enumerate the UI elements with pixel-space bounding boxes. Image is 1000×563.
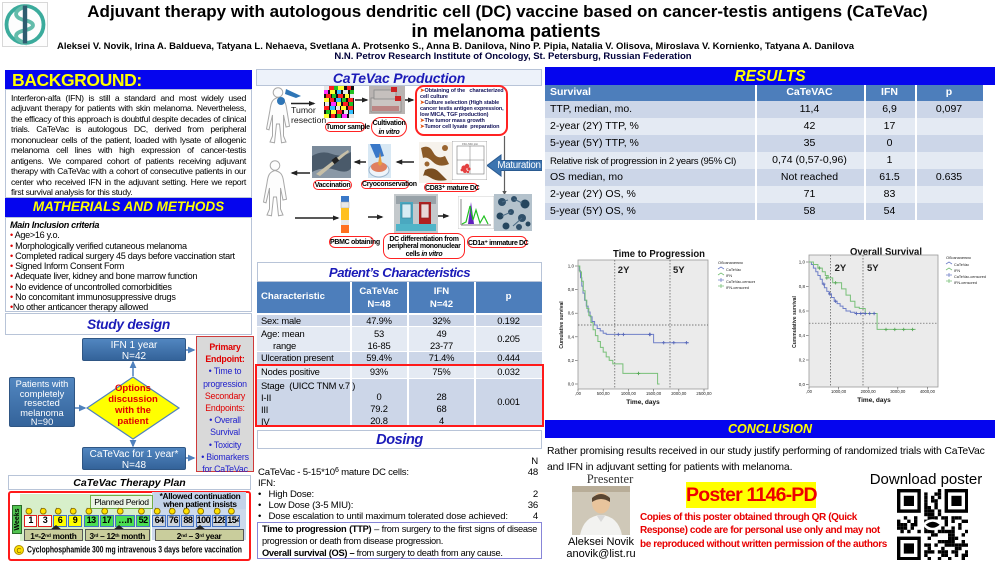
svg-text:0,8: 0,8 xyxy=(799,284,806,289)
svg-text:0,6: 0,6 xyxy=(799,309,806,314)
svg-text:0,0: 0,0 xyxy=(799,382,806,387)
svg-text:,00: ,00 xyxy=(575,391,581,396)
svg-text:500,00: 500,00 xyxy=(597,391,610,396)
svg-text:0,2: 0,2 xyxy=(568,358,575,363)
svg-text:CaTeVac-censored: CaTeVac-censored xyxy=(954,275,986,279)
svg-text:0,8: 0,8 xyxy=(568,287,575,292)
svg-text:1000,00: 1000,00 xyxy=(831,389,847,394)
svg-text:1,0: 1,0 xyxy=(568,264,575,269)
svg-text:CaTeVac-censored: CaTeVac-censored xyxy=(726,280,755,284)
svg-text:2000,00: 2000,00 xyxy=(671,391,687,396)
svg-text:IFN: IFN xyxy=(726,274,732,278)
svg-text:CaTeVac: CaTeVac xyxy=(954,263,969,267)
svg-text:5Y: 5Y xyxy=(867,263,879,274)
svg-text:,00: ,00 xyxy=(806,389,812,394)
svg-text:IFN: IFN xyxy=(954,269,960,273)
svg-text:1500,00: 1500,00 xyxy=(646,391,662,396)
svg-text:Time, days: Time, days xyxy=(626,399,660,406)
svg-text:Aleksei V. Novik, Irina A. Bal: Aleksei V. Novik, Irina A. Baldueva, Tat… xyxy=(57,41,855,51)
svg-text:IFN-censored: IFN-censored xyxy=(954,281,977,285)
svg-text:FSC-SSC plot: FSC-SSC plot xyxy=(462,143,478,146)
svg-text:Cumulative survival: Cumulative survival xyxy=(559,301,565,349)
svg-text:0,4: 0,4 xyxy=(799,333,806,338)
svg-text:0,0: 0,0 xyxy=(568,382,575,387)
svg-text:Обозначения: Обозначения xyxy=(718,260,743,265)
svg-text:0,4: 0,4 xyxy=(568,334,575,339)
svg-text:3000,00: 3000,00 xyxy=(890,389,906,394)
svg-text:Обозначения: Обозначения xyxy=(946,255,971,260)
svg-text:4000,00: 4000,00 xyxy=(920,389,936,394)
svg-text:CaTeVac: CaTeVac xyxy=(726,268,741,272)
svg-text:1,0: 1,0 xyxy=(799,260,806,265)
svg-text:2Y: 2Y xyxy=(618,265,630,276)
svg-text:2000,00: 2000,00 xyxy=(861,389,877,394)
svg-text:Cyclophosphamide 300 mg intrav: Cyclophosphamide 300 mg intravenous 3 da… xyxy=(27,545,242,555)
svg-text:0,6: 0,6 xyxy=(568,311,575,316)
svg-text:C: C xyxy=(16,548,21,555)
svg-text:5Y: 5Y xyxy=(673,265,685,276)
svg-text:2500,00: 2500,00 xyxy=(696,391,712,396)
svg-text:IFN-censored: IFN-censored xyxy=(726,286,749,290)
svg-text:Time, days: Time, days xyxy=(857,397,891,404)
svg-text:1000,00: 1000,00 xyxy=(621,391,637,396)
svg-text:Weeks: Weeks xyxy=(14,508,21,530)
svg-text:Cummulative survival: Cummulative survival xyxy=(792,296,798,348)
svg-text:Time to Progression: Time to Progression xyxy=(613,248,705,260)
svg-text:0,2: 0,2 xyxy=(799,358,806,363)
svg-text:2Y: 2Y xyxy=(835,263,847,274)
